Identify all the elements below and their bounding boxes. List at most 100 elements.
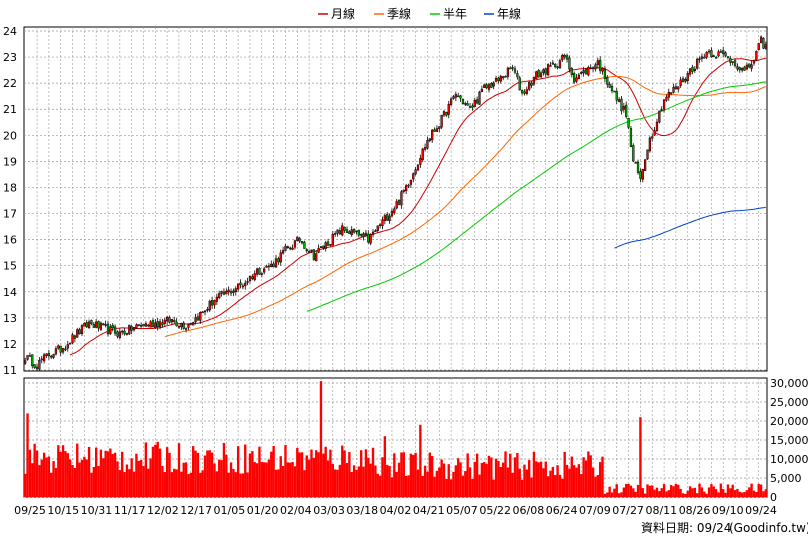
volume-bar [452, 471, 455, 497]
volume-bar [646, 484, 649, 497]
candle-body [416, 164, 420, 171]
volume-bar [92, 466, 95, 497]
volume-bar [464, 471, 467, 497]
volume-bar [317, 452, 320, 497]
candle-body [665, 96, 668, 101]
candle-body [163, 319, 166, 324]
candle-body [634, 162, 637, 164]
candle-body [116, 331, 119, 337]
price-tick-label: 22 [3, 77, 17, 90]
candle-body [374, 230, 377, 232]
volume-bar [123, 471, 126, 497]
volume-bar [180, 471, 183, 497]
volume-bar [591, 467, 595, 497]
volume-bar [660, 488, 663, 497]
candle-body [113, 326, 117, 334]
volume-tick-label: 5,000 [770, 472, 802, 485]
candle-body [672, 86, 675, 93]
volume-bar [85, 459, 88, 497]
candle-body [326, 241, 330, 246]
volume-bar [104, 450, 107, 497]
candle-body [670, 92, 673, 94]
volume-bar [724, 492, 727, 497]
volume-bar [750, 483, 753, 497]
candle-body [580, 72, 583, 74]
volume-bar [158, 448, 162, 497]
candle-body [106, 323, 110, 335]
candle-body [440, 114, 443, 128]
candle-body [653, 130, 656, 136]
volume-bar [369, 463, 372, 497]
volume-bar [54, 467, 58, 497]
candle-body [480, 88, 484, 92]
volume-tick-label: 0 [770, 491, 777, 504]
candle-body [286, 246, 289, 248]
candle-body [289, 247, 292, 250]
volume-bar [236, 446, 240, 497]
volume-bar [568, 468, 571, 497]
candle-body [714, 57, 718, 59]
legend: 月線 季線 半年 年線 [318, 6, 521, 21]
volume-bar [322, 453, 325, 497]
candle-body [478, 91, 481, 105]
candle-body [85, 322, 88, 328]
candle-body [364, 232, 368, 236]
volume-bar [154, 444, 157, 497]
volume-bar [480, 462, 484, 497]
volume-bar [333, 469, 337, 497]
candle-body [352, 228, 356, 233]
candle-body [677, 86, 680, 90]
volume-bar [147, 468, 150, 497]
candle-body [192, 322, 195, 326]
volume-bar [90, 472, 93, 497]
candle-body [748, 63, 751, 68]
volume-bar [319, 381, 323, 497]
candle-body [260, 273, 263, 275]
volume-bar [416, 469, 420, 497]
volume-bar [665, 491, 668, 497]
volume-bar [213, 463, 216, 497]
volume-bar [580, 474, 583, 497]
candle-body [684, 78, 687, 82]
volume-bar [312, 457, 316, 497]
candle-body [203, 310, 207, 313]
candle-body [92, 324, 95, 328]
volume-bar [468, 467, 472, 497]
volume-bar [714, 489, 718, 497]
volume-bar [490, 457, 493, 497]
candle-body [518, 77, 521, 91]
candle-body [300, 241, 304, 244]
candle-body [400, 191, 403, 206]
source-label: (Goodinfo.tw) [729, 521, 808, 535]
candle-body [47, 353, 50, 357]
candle-body [636, 161, 640, 173]
volume-bar [698, 483, 701, 497]
volume-bar [165, 447, 169, 497]
volume-bar [572, 465, 576, 497]
candle-body [542, 69, 545, 73]
volume-bar [518, 468, 521, 497]
price-tick-label: 13 [3, 312, 17, 325]
candle-body [648, 137, 652, 152]
volume-bar [151, 446, 155, 497]
candle-body [201, 311, 204, 314]
candle-body [719, 51, 722, 53]
candle-body [459, 95, 462, 99]
volume-bar [362, 466, 365, 497]
candle-body [371, 231, 375, 235]
candle-body [390, 210, 394, 217]
date-tick-label: 08/26 [679, 504, 711, 517]
volume-bar [669, 485, 673, 497]
volume-bar [440, 459, 443, 497]
legend-label: 年線 [497, 6, 521, 21]
date-tick-label: 12/17 [180, 504, 212, 517]
candle-body [296, 236, 299, 241]
volume-bar [634, 491, 637, 497]
volume-bar [310, 449, 313, 497]
candle-body [641, 169, 644, 180]
candle-body [475, 99, 479, 104]
volume-bar [546, 476, 550, 497]
volume-bar [293, 466, 297, 497]
candle-body [736, 66, 739, 70]
candle-body [281, 250, 285, 254]
